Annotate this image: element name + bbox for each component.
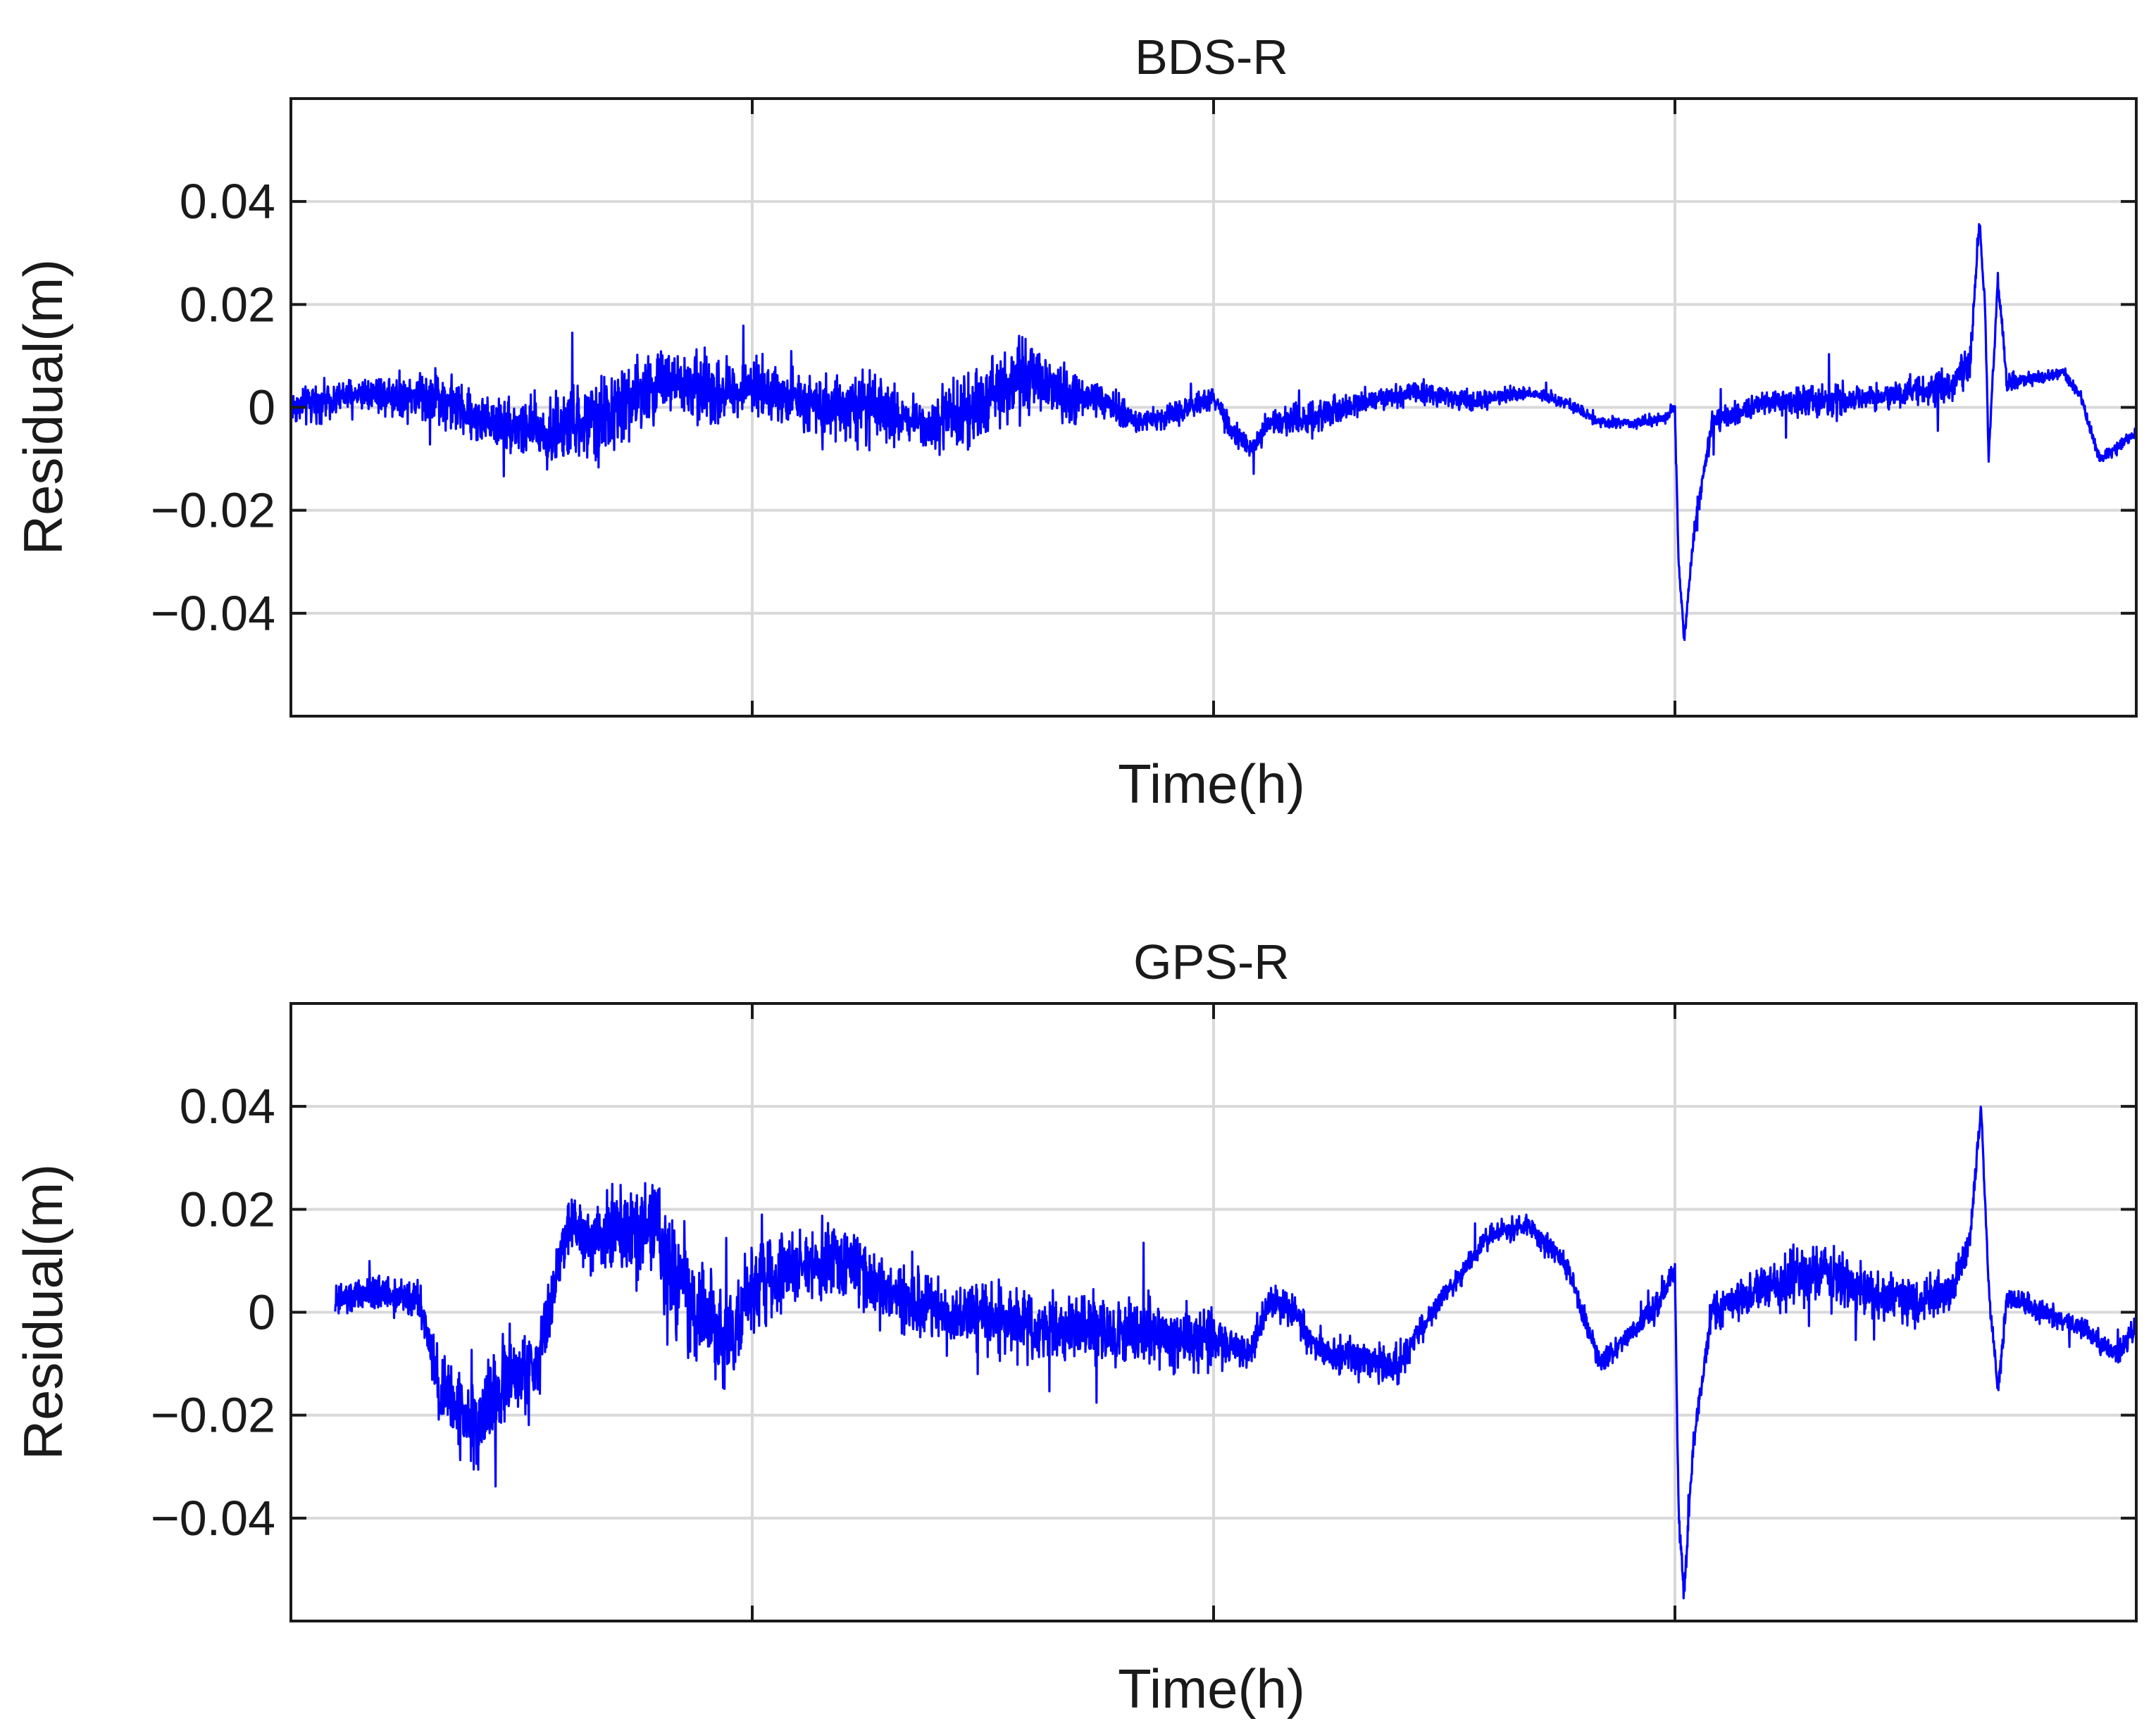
bds-r-y-ticks: 0.04 0.02 0 −0.02 −0.04: [151, 99, 2136, 716]
bds-r-y-tick-label: −0.02: [151, 483, 275, 538]
bds-r-y-tick-label: 0.04: [180, 174, 275, 229]
gps-r-residual-line: [334, 1106, 2138, 1600]
bds-r-series: [289, 223, 2138, 642]
bds-r-panel: BDS-R 0.04 0.02 0 −0.02 −0.04 Time(h) Residu…: [12, 30, 2138, 815]
bds-r-y-axis-label: Residual(m): [12, 259, 74, 555]
gps-r-y-tick-label: 0: [248, 1285, 275, 1340]
gps-r-y-tick-label: −0.02: [151, 1388, 275, 1443]
bds-r-y-tick-label: 0: [248, 380, 275, 435]
gps-r-series: [334, 1106, 2138, 1600]
gps-r-panel: GPS-R 0.04 0.02 0 −0.02 −0.04 Time(h) Residu…: [12, 934, 2138, 1720]
gps-r-title: GPS-R: [1133, 934, 1290, 989]
bds-r-y-tick-label: −0.04: [151, 586, 275, 641]
gps-r-y-tick-label: 0.02: [180, 1182, 275, 1237]
gps-r-y-tick-label: −0.04: [151, 1491, 275, 1546]
gps-r-y-axis-label: Residual(m): [12, 1164, 74, 1460]
gps-r-grid: [291, 1003, 2136, 1621]
bds-r-residual-line: [289, 223, 2138, 642]
gps-r-y-ticks: 0.04 0.02 0 −0.02 −0.04: [151, 1003, 2136, 1621]
bds-r-x-axis-label: Time(h): [1118, 753, 1305, 815]
bds-r-plot-frame: [289, 97, 2138, 718]
gps-r-x-axis-label: Time(h): [1118, 1658, 1305, 1720]
bds-r-title: BDS-R: [1135, 30, 1288, 85]
gps-r-y-tick-label: 0.04: [180, 1079, 275, 1134]
gps-r-plot-frame: [289, 1002, 2138, 1622]
bds-r-y-tick-label: 0.02: [180, 277, 275, 332]
